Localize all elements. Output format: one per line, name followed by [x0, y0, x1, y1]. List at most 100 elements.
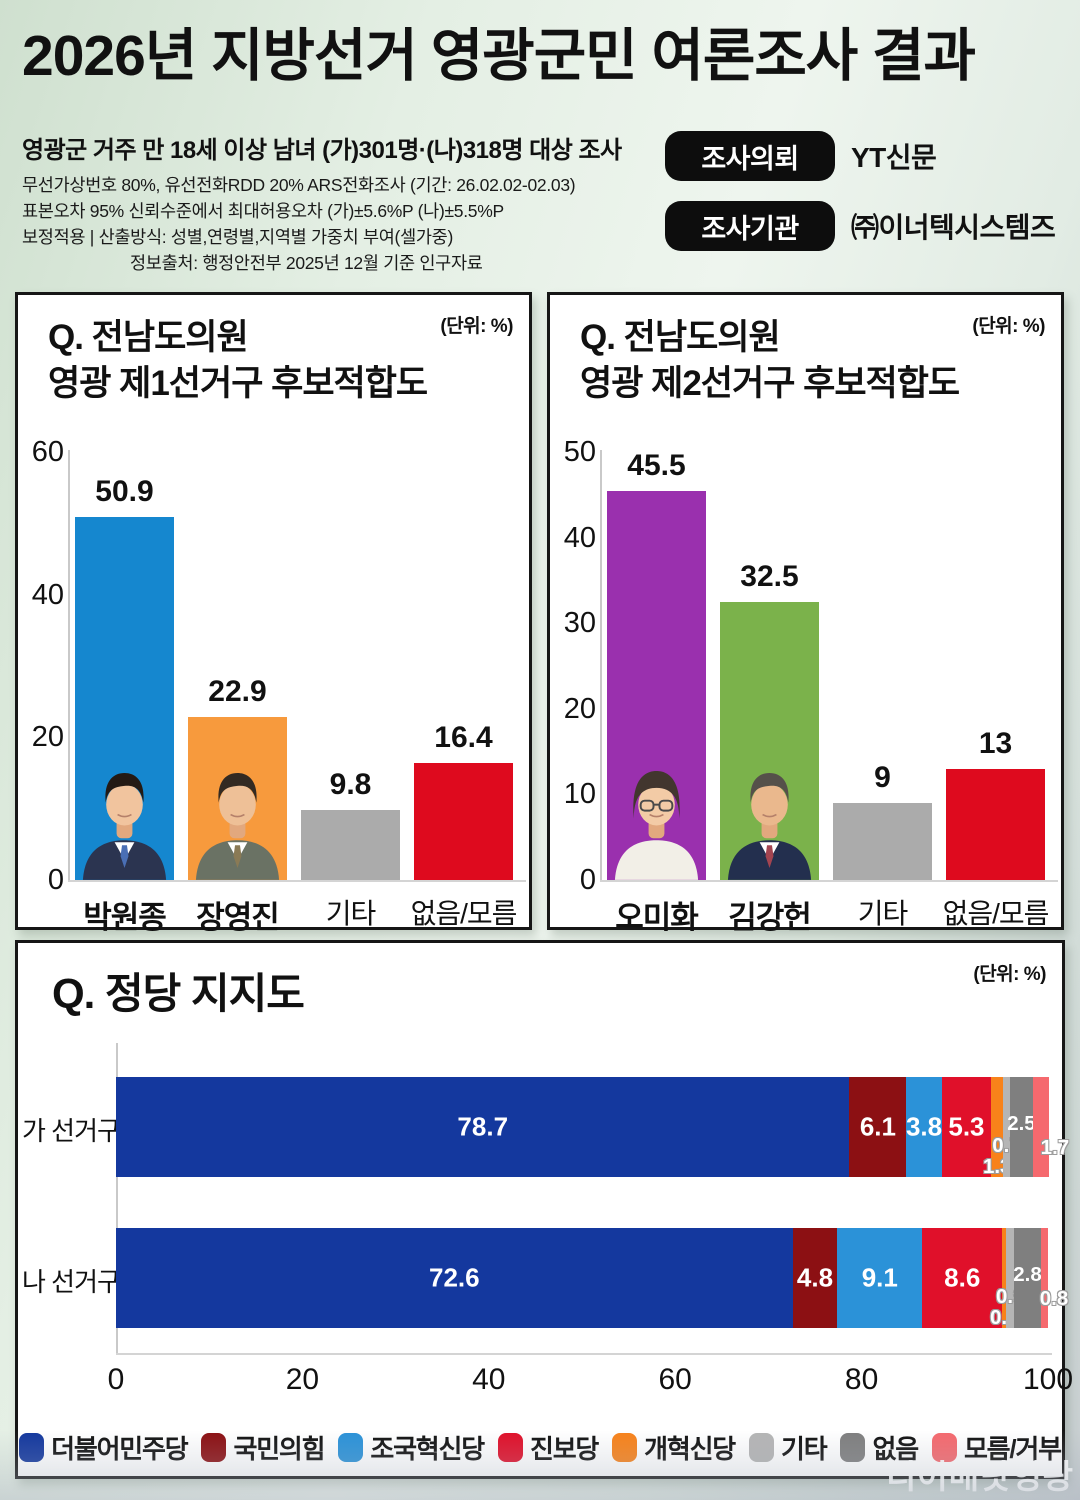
y-axis-line: [68, 450, 70, 880]
district2-chart-title: Q. 전남도의원 영광 제2선거구 후보적합도: [580, 315, 960, 407]
stacked-bar-row: 72.6 4.8 9.1 8.6 0.4 0.9 2.8 0.8: [116, 1228, 1068, 1329]
page-title-rest: 영광군민 여론조사 결과: [430, 24, 976, 88]
legend-label: 진보당: [529, 1434, 599, 1464]
unit-label: (단위: %): [973, 964, 1046, 985]
legend-label: 더불어민주당: [51, 1434, 189, 1464]
bar-value-label: 9.8: [329, 768, 372, 801]
x-axis-line: [68, 880, 526, 882]
segment-value-label: 9.1: [861, 1262, 898, 1293]
category-label: 김강헌: [728, 900, 812, 935]
legend-item: 조국혁신당: [338, 1429, 485, 1466]
category-label: 없음/모름: [942, 898, 1050, 929]
survey-agency-badge: 조사기관: [665, 201, 835, 251]
segment-value-label: 78.7: [457, 1111, 509, 1142]
x-tick-label: 20: [285, 1363, 320, 1396]
stacked-segment: [849, 1077, 907, 1177]
stacked-segment: [906, 1077, 942, 1177]
segment-value-label: 0.8: [1039, 1287, 1069, 1310]
legend-item: 국민의힘: [201, 1429, 326, 1466]
y-tick-label: 10: [563, 778, 596, 811]
x-tick-label: 0: [107, 1363, 125, 1396]
stacked-segment: [837, 1228, 923, 1328]
legend-swatch: [749, 1433, 775, 1462]
row-label: 나 선거구: [22, 1267, 121, 1297]
segment-value-label: 5.3: [948, 1111, 985, 1142]
unit-label: (단위: %): [972, 316, 1045, 337]
district1-title-line2: 영광 제1선거구 후보적합도: [48, 364, 428, 403]
bar-value-label: 13: [978, 727, 1013, 760]
y-tick-label: 40: [31, 578, 64, 611]
bar-value-label: 32.5: [740, 560, 799, 593]
category-label: 오미화: [615, 900, 699, 935]
candidate-photo: [195, 772, 280, 880]
district2-chart-card: Q. 전남도의원 영광 제2선거구 후보적합도 (단위: %) 0 10 20 30 4…: [547, 292, 1064, 935]
legend-swatch: [338, 1433, 364, 1462]
district1-chart-title: Q. 전남도의원 영광 제1선거구 후보적합도: [48, 315, 428, 407]
legend-swatch: [931, 1433, 957, 1462]
stacked-segment: [116, 1077, 850, 1177]
legend-item: 더불어민주당: [19, 1429, 189, 1466]
candidate-photo: [82, 772, 167, 880]
legend-item: 모름/거부: [931, 1429, 1062, 1466]
legend-swatch: [497, 1433, 523, 1462]
x-axis-line: [116, 1353, 1052, 1355]
party-support-title: Q. 정당 지지도: [52, 970, 305, 1017]
y-tick-label: 20: [31, 721, 64, 754]
stacked-segment: [116, 1228, 793, 1328]
y-tick-label: 60: [31, 436, 64, 468]
candidate-photo: [727, 772, 812, 880]
y-tick-label: 0: [579, 864, 596, 896]
stacked-segment: [1003, 1077, 1010, 1177]
legend: 더불어민주당 국민의힘 조국혁신당 진보당 개혁신당 기타 없음 모름/거부: [18, 1429, 1062, 1466]
stacked-segment: [922, 1228, 1003, 1328]
method-line: 표본오차 95% 신뢰수준에서 최대허용오차 (가)±5.6%P (나)±5.5…: [22, 201, 504, 221]
district1-chart-card: Q. 전남도의원 영광 제1선거구 후보적합도 (단위: %) 0 20 40 60 5…: [15, 292, 532, 935]
legend-item: 기타: [749, 1429, 828, 1466]
district1-title-line1: Q. 전남도의원: [48, 318, 249, 357]
party-support-card: Q. 정당 지지도 (단위: %) 가 선거구 78.7 6.1 3.8 5.3 1.3 0…: [15, 940, 1073, 1479]
category-label: 없음/모름: [410, 898, 518, 929]
page-title: 2026년 지방선거 영광군민 여론조사 결과: [22, 24, 1068, 90]
legend-item: 진보당: [497, 1429, 599, 1466]
legend-swatch: [201, 1433, 227, 1462]
segment-value-label: 1.7: [1040, 1136, 1070, 1159]
x-tick-label: 80: [844, 1363, 879, 1396]
row-label: 가 선거구: [22, 1116, 121, 1146]
segment-value-label: 4.8: [796, 1262, 834, 1293]
stacked-segment: [1033, 1077, 1049, 1177]
bar: [414, 763, 513, 880]
y-axis-line: [600, 450, 602, 880]
segment-value-label: 6.1: [859, 1111, 896, 1142]
survey-agency-row: 조사기관 ㈜이너텍시스템즈: [665, 201, 1056, 251]
stacked-bar-row: 78.7 6.1 3.8 5.3 1.3 0.7 2.5 1.7: [116, 1077, 1069, 1178]
bar-group: 9: [833, 452, 932, 880]
survey-method-notes: 무선가상번호 80%, 유선전화RDD 20% ARS전화조사 (기간: 26.…: [22, 172, 576, 276]
bar-value-label: 16.4: [434, 721, 493, 754]
stacked-segment: [1009, 1077, 1034, 1177]
legend-swatch: [19, 1433, 45, 1462]
survey-client-value: YT신문: [851, 142, 937, 173]
bar: [833, 803, 932, 880]
candidate-photo: [614, 770, 699, 880]
stacked-segment: [1002, 1228, 1007, 1328]
category-label: 기타: [857, 898, 909, 929]
method-line: 보정적용 | 산출방식: 성별,연령별,지역별 가중치 부여(셀가중): [22, 227, 453, 247]
y-tick-label: 50: [563, 436, 596, 468]
segment-value-label: 2.8: [1013, 1263, 1042, 1286]
stacked-segment: [1006, 1228, 1015, 1328]
page-title-strong: 2026년 지방선거: [22, 24, 418, 88]
watermark: 디어매닷영광: [886, 1458, 1075, 1495]
bar-value-label: 45.5: [627, 449, 686, 482]
bar-group: 16.4: [414, 452, 513, 880]
y-tick-label: 20: [563, 692, 596, 725]
survey-subtitle: 영광군 거주 만 18세 이상 남녀 (가)301명·(나)318명 대상 조사: [22, 137, 622, 164]
bar-group: 9.8: [301, 452, 400, 880]
x-tick-label: 100: [1022, 1363, 1074, 1396]
stacked-segment: [792, 1228, 838, 1328]
legend-label: 기타: [781, 1434, 828, 1464]
bar: [301, 810, 400, 880]
legend-label: 개혁신당: [644, 1434, 736, 1464]
bar: [946, 769, 1045, 880]
legend-label: 국민의힘: [233, 1434, 325, 1464]
